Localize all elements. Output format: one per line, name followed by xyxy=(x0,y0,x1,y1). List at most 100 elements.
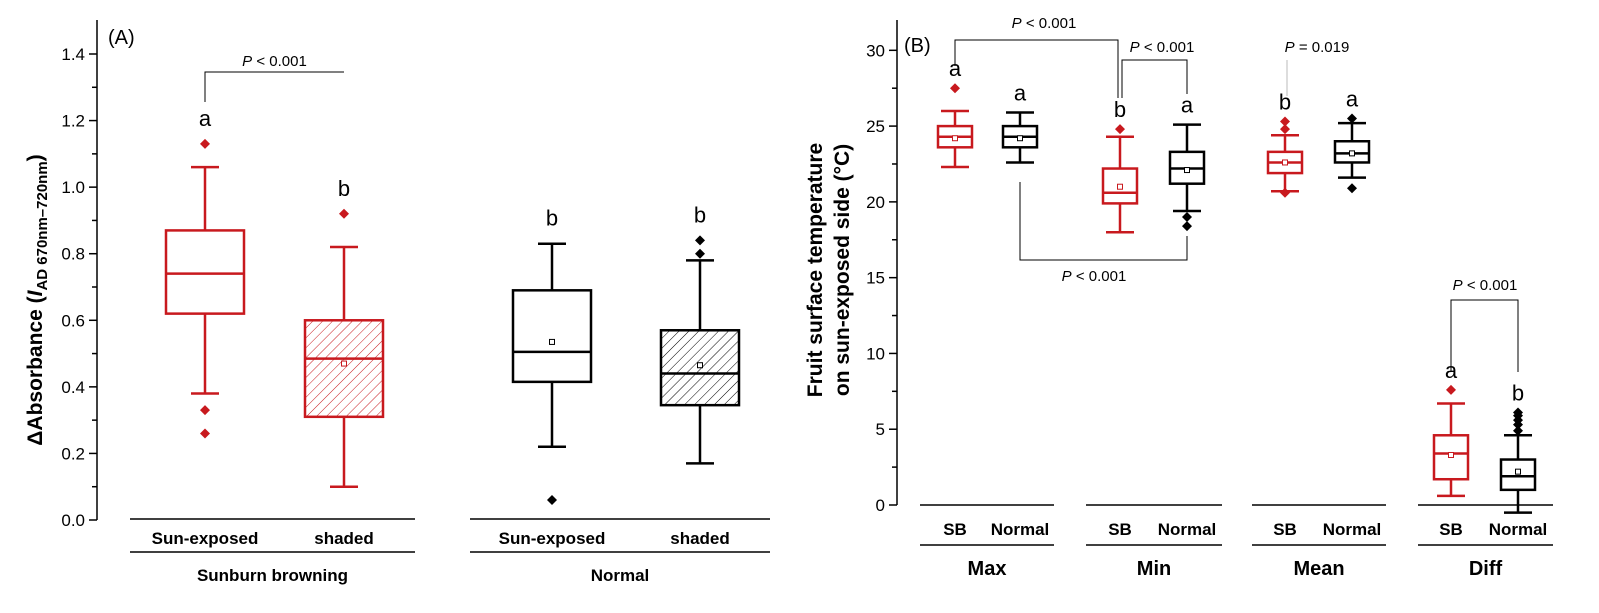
panel-b-box-7-mean xyxy=(1448,451,1454,458)
panel-b-box-3 xyxy=(1101,124,1139,234)
panel-a-y-tick-label: 0.0 xyxy=(61,511,85,530)
panel-b-box-4 xyxy=(1168,123,1206,232)
panel-a-y-tick-label: 0.6 xyxy=(61,311,85,330)
panel-b-category-label: Normal xyxy=(1323,520,1382,539)
panel-b-y-tick-label: 0 xyxy=(876,496,885,515)
panel-b-y-axis xyxy=(889,20,898,506)
panel-a: 0.0 0.2 0.4 0.6 0.8 1.0 1.2 1.4 (A) ΔAbsorbance… xyxy=(24,20,770,585)
panel-a-box-1-outlier-1 xyxy=(200,405,210,416)
panel-a-y-tick-labels: 0.0 0.2 0.4 0.6 0.8 1.0 1.2 1.4 xyxy=(61,45,85,530)
panel-b-box-6-outlier-0 xyxy=(1347,113,1357,124)
panel-a-boxes: a b b b xyxy=(164,106,741,506)
panel-a-box-4-mean xyxy=(697,362,703,369)
panel-a-bracket xyxy=(204,71,344,102)
panel-b-p-label-4: P = 0.019 xyxy=(1285,39,1350,56)
panel-b-bracket-diff xyxy=(1450,299,1519,372)
panel-b-category-label: Normal xyxy=(991,520,1050,539)
panel-b-box-8 xyxy=(1499,407,1537,514)
panel-b-box-1 xyxy=(936,83,974,169)
panel-b-category-label: Normal xyxy=(1489,520,1548,539)
panel-a-box-3-iqr xyxy=(511,289,593,384)
panel-b-box-4-outlier-1 xyxy=(1182,221,1192,232)
panel-b-category-label: SB xyxy=(943,520,967,539)
panel-a-group-label: Normal xyxy=(591,566,650,585)
panel-b-box-1-mean xyxy=(952,135,958,142)
panel-b-p-label-4-p: P xyxy=(1285,39,1295,56)
panel-a-annotations: P < 0.001 xyxy=(204,53,344,102)
panel-a-y-axis-label-suffix: ) xyxy=(24,154,47,161)
panel-b-label: (B) xyxy=(904,35,931,57)
panel-b-y-axis-label-line2: on sun-exposed side (°C) xyxy=(831,144,854,396)
panel-a-letter-1: a xyxy=(199,106,212,131)
panel-b-box-6-mean xyxy=(1349,150,1355,157)
panel-b-box-8-mean xyxy=(1515,468,1521,475)
panel-b-y-tick-label: 20 xyxy=(866,193,885,212)
panel-a-y-tick-label: 0.2 xyxy=(61,444,85,463)
panel-b-p-label-3-value: < 0.001 xyxy=(1072,268,1127,285)
panel-a-category-label: shaded xyxy=(670,529,730,548)
panel-a-box-1-outlier-2 xyxy=(200,428,210,439)
panel-a-letter-4: b xyxy=(694,202,706,227)
panel-b-p-label-5: P < 0.001 xyxy=(1453,277,1518,294)
panel-b-y-tick-label: 25 xyxy=(866,117,885,136)
panel-b-box-5 xyxy=(1266,116,1304,198)
panel-b-y-tick-labels: 0 5 10 15 20 25 30 xyxy=(866,41,885,515)
panel-a-y-axis-label-italic: I xyxy=(24,289,47,296)
panel-b-box-5-outlier-2 xyxy=(1280,187,1290,198)
panel-b-letter-1: a xyxy=(949,56,962,81)
panel-b-p-label-3: P < 0.001 xyxy=(1062,268,1127,285)
panel-a-box-4 xyxy=(659,235,741,465)
panel-a-category-label: Sun-exposed xyxy=(499,529,606,548)
panel-b-letter-4: a xyxy=(1181,93,1194,118)
panel-b-bracket-min xyxy=(1121,59,1188,98)
panel-b-box-8-outlier-4 xyxy=(1513,407,1523,418)
panel-b-p-label-1-value: < 0.001 xyxy=(1022,15,1077,32)
panel-b-p-label-2-value: < 0.001 xyxy=(1140,39,1195,56)
panel-a-y-axis xyxy=(89,20,98,521)
panel-a-category-label: shaded xyxy=(314,529,374,548)
panel-b-box-3-outlier-0 xyxy=(1115,124,1125,135)
panel-b-y-tick-label: 10 xyxy=(866,344,885,363)
panel-a-box-1-iqr xyxy=(164,229,246,315)
panel-b-box-6-outlier-1 xyxy=(1347,183,1357,194)
panel-a-label: (A) xyxy=(108,27,135,49)
panel-a-box-2-mean xyxy=(341,360,347,367)
panel-a-group-label: Sunburn browning xyxy=(197,566,348,585)
panel-b-p-label-1: P < 0.001 xyxy=(1012,15,1077,32)
panel-b-y-tick-label: 30 xyxy=(866,41,885,60)
panel-a-y-axis-label-subscript: AD 670nm–720nm xyxy=(34,161,51,290)
panel-b-group-label: Mean xyxy=(1293,558,1344,580)
panel-b-box-4-mean xyxy=(1184,167,1190,174)
panel-b-p-label-4-value: = 0.019 xyxy=(1295,39,1350,56)
panel-b-box-7 xyxy=(1432,384,1470,498)
panel-b-p-label-5-p: P xyxy=(1453,277,1463,294)
panel-a-y-tick-label: 1.4 xyxy=(61,45,85,64)
panel-b-letter-5: b xyxy=(1279,90,1291,115)
panel-a-y-tick-label: 1.0 xyxy=(61,178,85,197)
panel-b-bracket-max-min-sb xyxy=(954,39,1119,98)
panel-b-box-3-mean xyxy=(1117,183,1123,190)
panel-b: 0 5 10 15 20 25 30 (B) Fruit surface temperatu… xyxy=(804,15,1553,580)
panel-a-y-axis-label: ΔAbsorbance (IAD 670nm–720nm) xyxy=(24,154,51,445)
panel-b-p-label-3-p: P xyxy=(1062,268,1072,285)
panel-b-box-7-outlier-0 xyxy=(1446,384,1456,395)
panel-a-p-label: P < 0.001 xyxy=(242,53,307,70)
panel-a-box-2-iqr xyxy=(303,319,385,419)
panel-a-box-1 xyxy=(164,138,246,439)
panel-b-letter-2: a xyxy=(1014,80,1027,105)
panel-a-y-axis-label-prefix: ΔAbsorbance ( xyxy=(24,296,47,445)
panel-a-box-3-outlier-0 xyxy=(547,495,557,506)
panel-b-box-6 xyxy=(1333,113,1371,194)
panel-b-letter-6: a xyxy=(1346,87,1359,112)
panel-b-y-tick-label: 5 xyxy=(876,420,885,439)
panel-b-letter-3: b xyxy=(1114,97,1126,122)
panel-b-group-label: Min xyxy=(1137,558,1171,580)
panel-b-category-label: SB xyxy=(1108,520,1132,539)
panel-b-box-5-outlier-1 xyxy=(1280,124,1290,135)
panel-b-box-8-iqr xyxy=(1499,458,1537,492)
panel-a-box-3 xyxy=(511,242,593,506)
panel-a-y-tick-label: 0.4 xyxy=(61,378,85,397)
panel-b-group-label: Max xyxy=(968,558,1007,580)
